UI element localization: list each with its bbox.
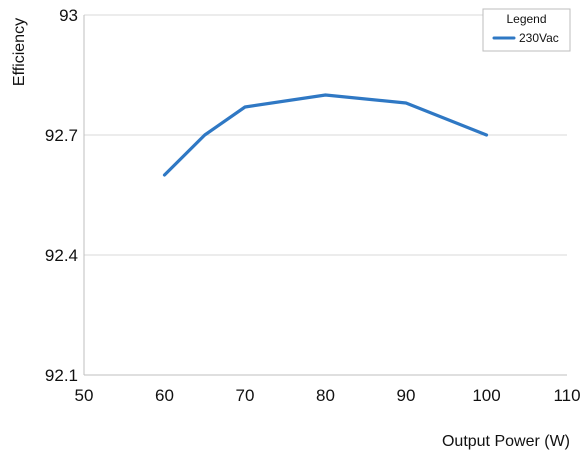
- x-tick-label: 90: [397, 386, 416, 405]
- series-lines: [162, 93, 489, 177]
- y-tick-label: 92.4: [45, 246, 78, 265]
- legend-entry-230vac: 230Vac: [519, 31, 559, 45]
- x-axis-label: Output Power (W): [442, 433, 570, 450]
- y-axis-label: Efficiency: [11, 18, 28, 86]
- y-tick-labels: 93 92.7 92.4 92.1: [45, 6, 78, 385]
- x-tick-label: 60: [155, 386, 174, 405]
- axes: [83, 15, 567, 376]
- x-tick-label: 80: [316, 386, 335, 405]
- x-tick-label: 100: [472, 386, 500, 405]
- x-tick-label: 70: [236, 386, 255, 405]
- x-tick-label: 50: [75, 386, 94, 405]
- legend-box: [482, 8, 571, 52]
- legend: Legend 230Vac: [482, 8, 571, 52]
- y-tick-label: 92.7: [45, 126, 78, 145]
- y-tick-label: 93: [59, 6, 78, 25]
- x-tick-label: 110: [553, 386, 580, 405]
- series-line-0: [162, 93, 489, 177]
- y-tick-label: 92.1: [45, 366, 78, 385]
- x-tick-labels: 50 60 70 80 90 100 110: [75, 386, 581, 405]
- legend-title: Legend: [506, 12, 546, 26]
- gridlines: [84, 14, 567, 376]
